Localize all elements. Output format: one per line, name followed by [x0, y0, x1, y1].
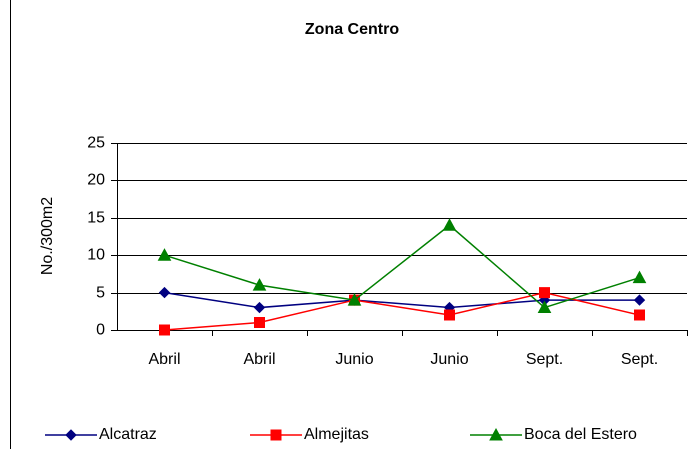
data-point [444, 309, 455, 321]
series-line [164, 291, 640, 309]
legend-marker [65, 429, 77, 441]
x-tick-label: Sept. [621, 351, 658, 368]
data-point [632, 270, 647, 284]
x-tick-label: Sept. [526, 351, 563, 368]
x-tick-label: Abril [243, 351, 275, 368]
series-line [164, 291, 640, 331]
y-tick-label: 0 [96, 322, 105, 339]
y-tick-label: 5 [96, 285, 105, 302]
y-tick-label: 20 [87, 172, 105, 189]
legend-label: Boca del Estero [524, 426, 637, 443]
x-tick-label: Junio [430, 351, 468, 368]
x-tick-label: Junio [335, 351, 373, 368]
data-point [442, 218, 457, 231]
data-point [158, 286, 171, 299]
data-point [634, 309, 645, 321]
chart-title: Zona Centro [305, 21, 399, 38]
y-axis-label: No./300m2 [39, 197, 56, 275]
data-point [537, 300, 552, 314]
data-point [254, 317, 265, 329]
data-point [157, 248, 172, 261]
data-point [539, 287, 550, 299]
y-tick-label: 25 [87, 135, 105, 152]
data-point [253, 301, 266, 314]
legend-marker [489, 427, 503, 441]
data-point [633, 294, 646, 306]
y-tick-label: 10 [87, 247, 105, 264]
legend-label: Almejitas [304, 426, 369, 443]
data-point [252, 278, 267, 291]
series-line [164, 224, 640, 309]
legend-marker [270, 429, 282, 441]
legend-label: Alcatraz [99, 426, 157, 443]
data-point [347, 293, 362, 306]
data-point [159, 324, 170, 336]
y-tick-label: 15 [87, 210, 105, 227]
x-tick-label: Abril [148, 351, 180, 368]
